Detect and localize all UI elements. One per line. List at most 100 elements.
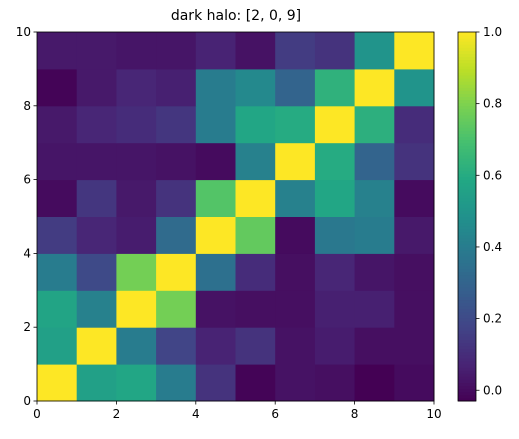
heatmap-cell xyxy=(314,105,356,144)
heatmap-cell xyxy=(394,327,435,365)
heatmap-cell xyxy=(394,216,435,254)
x-tick-label: 0 xyxy=(33,407,41,421)
colorbar-segment xyxy=(458,124,476,128)
heatmap-cell xyxy=(156,216,197,254)
colorbar-segment xyxy=(458,311,476,316)
y-tick-label: 8 xyxy=(23,99,31,113)
colorbar-segment xyxy=(458,345,476,350)
colorbar-segment xyxy=(458,379,476,384)
colorbar-segment xyxy=(458,336,476,340)
heatmap-cell xyxy=(156,68,197,107)
colorbar-segment xyxy=(458,142,476,147)
colorbar-segment xyxy=(458,133,476,138)
colorbar-segment xyxy=(458,105,476,110)
colorbar-segment xyxy=(458,90,476,94)
colorbar-segment xyxy=(458,71,476,76)
colorbar-segment xyxy=(458,238,476,242)
colorbar-segment xyxy=(458,268,476,273)
colorbar-tick-label: 0.0 xyxy=(483,383,502,397)
colorbar-segment xyxy=(458,302,476,307)
heatmap-cell xyxy=(76,105,117,144)
colorbar-segment xyxy=(458,284,476,288)
colorbar-segment xyxy=(458,265,476,270)
colorbar-segment xyxy=(458,84,476,88)
colorbar-segment xyxy=(458,201,476,205)
plot-frame xyxy=(36,31,435,402)
heatmap-cell xyxy=(314,216,356,254)
heatmap-cell xyxy=(156,179,197,217)
colorbar-segment xyxy=(458,241,476,245)
colorbar-segment xyxy=(458,228,476,233)
colorbar-segment xyxy=(458,167,476,171)
colorbar-segment xyxy=(458,296,476,301)
heatmap-cell xyxy=(235,105,276,144)
colorbar-segment xyxy=(458,339,476,344)
heatmap-cell xyxy=(76,253,117,291)
colorbar-segment xyxy=(458,121,476,125)
heatmap-cell xyxy=(116,290,157,328)
heatmap-cell xyxy=(235,290,276,328)
colorbar-segment xyxy=(458,299,476,304)
heatmap-cell xyxy=(195,216,236,254)
heatmap-cell xyxy=(156,105,197,144)
heatmap-cell xyxy=(314,179,356,217)
heatmap-cell xyxy=(116,327,157,365)
heatmap-cell xyxy=(116,142,157,181)
colorbar-segment xyxy=(458,382,476,387)
colorbar-segment xyxy=(458,207,476,211)
colorbar-segment xyxy=(458,115,476,119)
colorbar-segment xyxy=(458,231,476,236)
heatmap-cell xyxy=(116,253,157,291)
colorbar-segment xyxy=(458,213,476,217)
colorbar-segment xyxy=(458,281,476,285)
heatmap-cell xyxy=(37,216,78,254)
colorbar-segment xyxy=(458,127,476,131)
heatmap-cell xyxy=(314,142,356,181)
heatmap-cell xyxy=(116,32,157,70)
colorbar-segment xyxy=(458,225,476,230)
heatmap-cell xyxy=(76,68,117,107)
colorbar-segment xyxy=(458,317,476,322)
heatmap-cell xyxy=(314,327,356,365)
colorbar-segment xyxy=(458,118,476,122)
colorbar-segment xyxy=(458,198,476,202)
y-tick-label: 10 xyxy=(16,25,31,39)
colorbar-segment xyxy=(458,314,476,319)
colorbar-segment xyxy=(458,155,476,159)
colorbar-segment xyxy=(458,385,476,390)
heatmap-cell xyxy=(275,68,316,107)
heatmap-cell xyxy=(235,32,276,70)
heatmap-cell xyxy=(235,253,276,291)
y-tick-label: 2 xyxy=(23,320,31,334)
colorbar-tick-label: 0.2 xyxy=(483,312,502,326)
colorbar-segment xyxy=(458,293,476,297)
heatmap-cell xyxy=(354,327,395,365)
colorbar-segment xyxy=(458,50,476,55)
colorbar-segment xyxy=(458,53,476,58)
heatmap-cell xyxy=(116,68,157,107)
colorbar-segment xyxy=(458,287,476,291)
heatmap-cell xyxy=(116,179,157,217)
colorbar-segment xyxy=(458,364,476,368)
x-tick-label: 6 xyxy=(271,407,279,421)
heatmap-cell xyxy=(354,253,395,291)
heatmap-cell xyxy=(195,364,236,402)
colorbar-segment xyxy=(458,38,476,42)
heatmap-cell xyxy=(354,68,395,107)
heatmap-cell xyxy=(275,364,316,402)
y-tick-label: 6 xyxy=(23,173,31,187)
heatmap-cell xyxy=(116,364,157,402)
colorbar-segment xyxy=(458,185,476,190)
colorbar-segment xyxy=(458,191,476,196)
heatmap-cell xyxy=(235,142,276,181)
heatmap-cell xyxy=(116,216,157,254)
heatmap-cell xyxy=(314,364,356,402)
heatmap-cell xyxy=(37,142,78,181)
colorbar-segment xyxy=(458,388,476,393)
colorbar-segment xyxy=(458,78,476,82)
colorbar-segment xyxy=(458,367,476,371)
heatmap-cell xyxy=(195,327,236,365)
heatmap-cell xyxy=(354,179,395,217)
